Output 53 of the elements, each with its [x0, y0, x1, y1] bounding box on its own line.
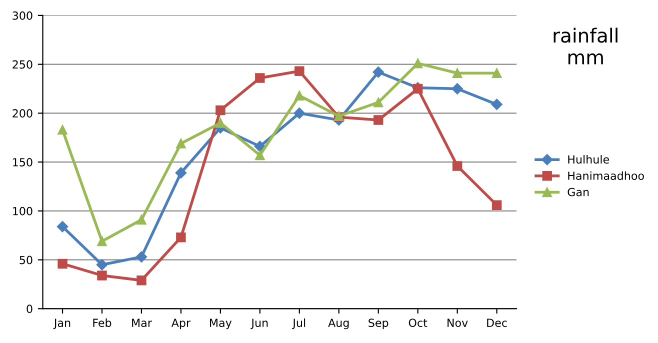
point — [372, 66, 384, 78]
point — [452, 161, 462, 171]
legend-label: Gan — [568, 188, 589, 196]
x-tick-label: Mar — [132, 318, 152, 328]
point — [255, 73, 265, 83]
point — [492, 68, 502, 78]
point — [255, 150, 265, 160]
legend-label: Hulhule — [568, 155, 610, 164]
x-tick-label: Oct — [408, 318, 428, 328]
point — [294, 90, 304, 100]
x-tick-label: Apr — [171, 318, 191, 330]
point — [294, 66, 304, 76]
point — [452, 83, 463, 94]
point — [97, 236, 107, 246]
point — [492, 200, 502, 210]
y-tick-label: 100 — [13, 206, 32, 216]
point — [136, 214, 146, 225]
point — [175, 167, 187, 178]
point — [452, 68, 462, 78]
point — [373, 98, 384, 108]
point — [294, 108, 305, 119]
point — [136, 275, 146, 286]
point — [216, 105, 226, 116]
point — [216, 118, 226, 128]
point — [58, 258, 68, 269]
y-tick-label: 0 — [26, 304, 32, 314]
legend-label: Hanimaadhoo — [568, 171, 644, 180]
point — [412, 58, 423, 68]
x-tick-label: Nov — [448, 318, 468, 328]
y-tick-label: 300 — [12, 11, 32, 20]
y-tick-label: 200 — [12, 109, 32, 118]
y-tick-label: 50 — [20, 256, 32, 264]
point — [373, 115, 384, 125]
point — [254, 140, 266, 152]
x-tick-label: Dec — [487, 318, 507, 328]
point — [136, 251, 148, 262]
point — [97, 270, 107, 280]
x-tick-label: Aug — [328, 318, 349, 330]
x-tick-label: Feb — [93, 318, 112, 328]
x-tick-label: Jun — [250, 318, 268, 330]
y-tick-label: 150 — [13, 158, 32, 166]
point — [56, 220, 68, 232]
point — [176, 232, 186, 242]
point — [96, 259, 108, 270]
x-tick-label: Jul — [292, 318, 306, 330]
x-tick-label: May — [210, 318, 232, 330]
point — [58, 124, 68, 135]
y-tick-label: 250 — [12, 60, 32, 69]
x-tick-label: Sep — [368, 318, 388, 330]
x-tick-label: Jan — [53, 318, 70, 330]
point — [491, 98, 502, 110]
text: rainfall mm — [554, 28, 618, 64]
point — [176, 138, 186, 148]
